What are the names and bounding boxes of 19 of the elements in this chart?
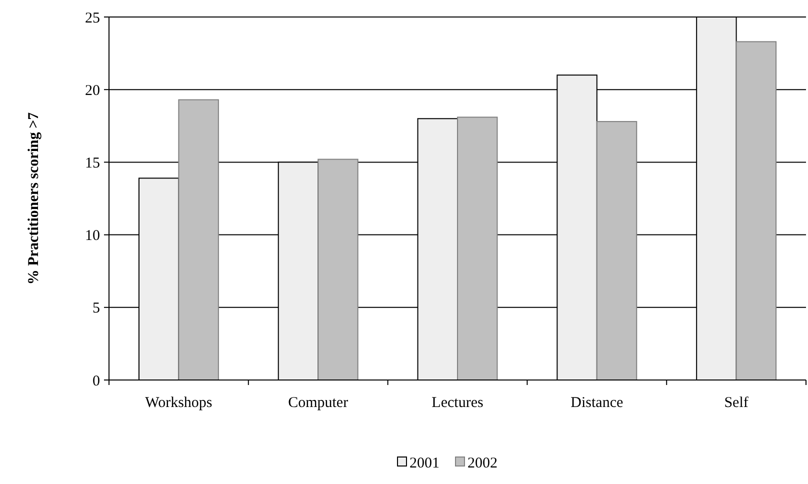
y-tick-label: 5 xyxy=(92,300,100,317)
bar xyxy=(736,41,777,380)
bar xyxy=(457,116,498,380)
x-tick-label: Computer xyxy=(288,395,348,411)
y-tick-label: 10 xyxy=(85,228,100,244)
bar xyxy=(178,99,219,380)
x-tick-label: Self xyxy=(724,395,748,411)
y-tick-label: 0 xyxy=(92,373,100,390)
legend-label: 2001 xyxy=(410,455,440,472)
bar xyxy=(318,158,358,380)
x-tick-label: Distance xyxy=(570,395,624,411)
legend-label: 2002 xyxy=(468,455,498,472)
x-tick-label: Workshops xyxy=(145,395,212,411)
bar xyxy=(596,121,638,380)
x-tick-label: Lectures xyxy=(432,395,484,411)
y-tick-label: 15 xyxy=(85,155,100,172)
y-tick-label: 25 xyxy=(85,10,100,26)
y-axis-title: % Practitioners scoring >7 xyxy=(26,112,42,285)
y-tick-label: 20 xyxy=(85,82,100,99)
